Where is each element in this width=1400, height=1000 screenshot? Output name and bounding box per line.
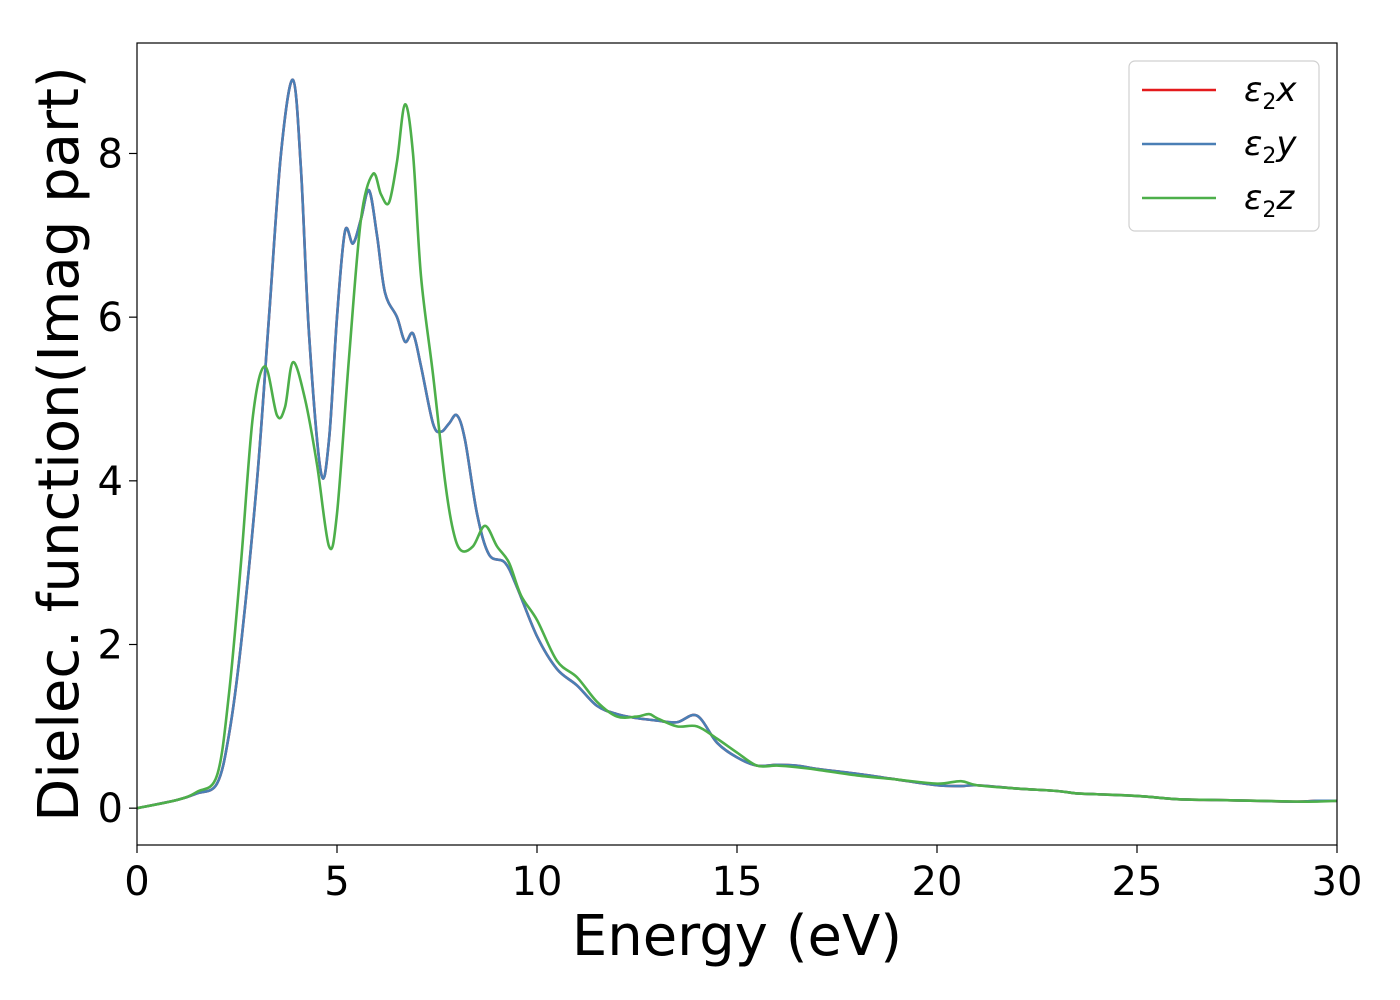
legend-item-z: ε2z: [1142, 178, 1295, 223]
y-tick-label: 8: [98, 131, 123, 177]
series-layer: [137, 78, 1337, 810]
y-axis-ticks: 0 2 4 6 8: [98, 131, 137, 832]
series-line-z: [137, 103, 1337, 810]
y-tick-label: 4: [98, 459, 123, 505]
y-tick-label: 2: [98, 623, 123, 669]
x-tick-label: 10: [512, 859, 563, 905]
x-tick-label: 30: [1312, 859, 1363, 905]
y-tick-label: 6: [98, 295, 123, 341]
x-tick-label: 15: [712, 859, 763, 905]
y-axis-title: Dielec. function(Imag part): [27, 66, 92, 822]
x-tick-label: 25: [1112, 859, 1163, 905]
y-tick-label: 0: [98, 786, 123, 832]
legend-box: [1128, 60, 1320, 232]
x-tick-label: 20: [912, 859, 963, 905]
x-axis-ticks: 0 5 10 15 20 25 30: [124, 845, 1362, 905]
legend-item-x: ε2x: [1142, 70, 1297, 115]
legend: ε2x ε2y ε2z: [1128, 60, 1320, 232]
x-axis-title: Energy (eV): [572, 904, 902, 969]
legend-label: ε2z: [1244, 178, 1295, 223]
legend-label: ε2x: [1244, 70, 1297, 115]
legend-label: ε2y: [1244, 124, 1297, 169]
legend-item-y: ε2y: [1142, 124, 1297, 169]
x-tick-label: 0: [124, 859, 149, 905]
x-tick-label: 5: [324, 859, 349, 905]
